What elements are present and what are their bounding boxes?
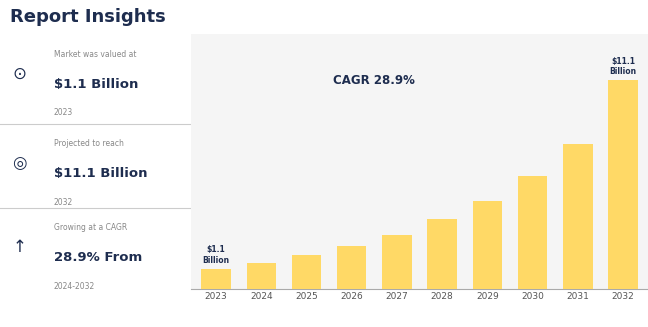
Text: 2023: 2023 xyxy=(54,108,73,117)
Text: 2032: 2032 xyxy=(54,198,73,207)
Text: 2024-2032: 2024-2032 xyxy=(54,282,95,291)
Bar xyxy=(337,246,366,289)
Text: ⊙: ⊙ xyxy=(12,65,26,83)
Bar xyxy=(473,200,502,289)
Bar xyxy=(382,234,411,289)
Text: Report Code: A280633: Report Code: A280633 xyxy=(8,317,103,325)
Bar xyxy=(202,268,231,289)
Bar xyxy=(292,255,321,289)
Text: $1.1 Billion: $1.1 Billion xyxy=(54,78,138,91)
Bar xyxy=(518,176,548,289)
Text: Report Insights: Report Insights xyxy=(10,8,165,26)
Text: Projected to reach: Projected to reach xyxy=(54,139,123,148)
Text: ◎: ◎ xyxy=(12,154,27,172)
Text: © All right reserved: © All right reserved xyxy=(557,317,640,325)
Bar xyxy=(247,263,276,289)
Text: CAGR 28.9%: CAGR 28.9% xyxy=(333,74,415,87)
Text: EV Charging Software Market: EV Charging Software Market xyxy=(8,300,170,310)
Text: ↑: ↑ xyxy=(12,238,26,256)
Bar xyxy=(428,219,457,289)
Text: $1.1
Billion: $1.1 Billion xyxy=(202,246,229,265)
Text: $11.1
Billion: $11.1 Billion xyxy=(610,57,637,76)
Text: $11.1 Billion: $11.1 Billion xyxy=(54,167,147,180)
Bar xyxy=(608,80,638,289)
Text: Growing at a CAGR: Growing at a CAGR xyxy=(54,223,127,232)
Bar xyxy=(563,144,592,289)
Text: Market was valued at: Market was valued at xyxy=(54,50,136,59)
Text: 28.9% From: 28.9% From xyxy=(54,251,142,264)
Text: Allied Market Research: Allied Market Research xyxy=(513,300,640,310)
